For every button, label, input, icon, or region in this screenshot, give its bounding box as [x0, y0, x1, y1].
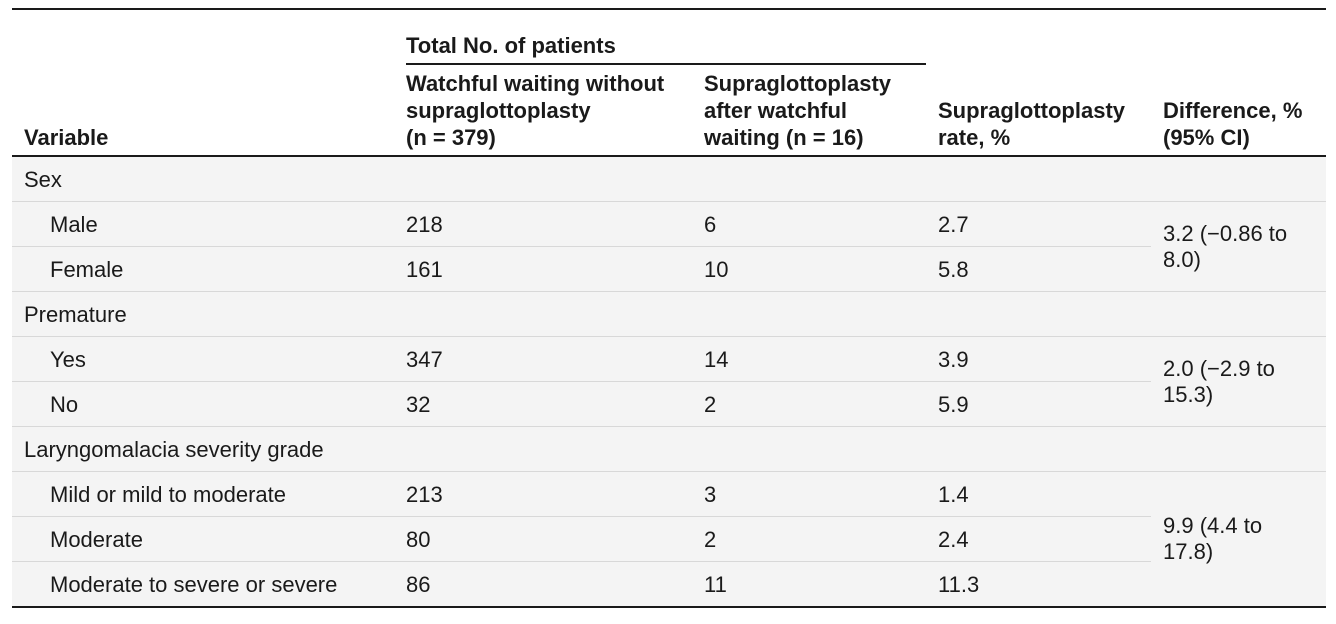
cell-supra-after: 6 [692, 201, 926, 247]
cell-rate: 11.3 [926, 561, 1151, 608]
difference-line-2: 8.0) [1163, 246, 1201, 272]
cell-watchful: 161 [394, 246, 692, 292]
row-label: Mild or mild to moderate [12, 471, 394, 517]
cell-supra-after: 11 [692, 561, 926, 608]
column-group-header: Total No. of patients [394, 8, 926, 70]
watchful-header-line-1: Watchful waiting without [406, 71, 665, 96]
difference-line-1: 3.2 (−0.86 to [1163, 220, 1288, 246]
cell-watchful: 213 [394, 471, 692, 517]
rate-header-line-1: Supraglottoplasty [938, 98, 1126, 123]
supra-after-header-line-1: Supraglottoplasty [704, 71, 892, 96]
row-label: Female [12, 246, 394, 292]
section-row-severity: Laryngomalacia severity grade [12, 426, 1326, 472]
cell-supra-after: 14 [692, 336, 926, 382]
cell-watchful: 86 [394, 561, 692, 608]
cell-watchful: 347 [394, 336, 692, 382]
difference-line-2: 17.8) [1163, 539, 1214, 564]
difference-header-line-2: (95% CI) [1163, 125, 1250, 150]
difference-header-line-1: Difference, % [1163, 98, 1303, 123]
rate-header-line-2: rate, % [938, 125, 1011, 150]
header-group-row: Variable Total No. of patients Supraglot… [12, 8, 1326, 157]
section-row-premature: Premature [12, 291, 1326, 337]
table-row: Male 218 6 2.7 3.2 (−0.86 to 8.0) [12, 201, 1326, 292]
watchful-header-line-2: supraglottoplasty [406, 98, 591, 123]
difference-line-1: 2.0 (−2.9 to [1163, 355, 1275, 381]
table-row: Female 161 10 5.8 [12, 246, 1326, 292]
header-subcolumn-row: Watchful waiting without supraglottoplast… [12, 70, 1326, 157]
cell-rate: 5.9 [926, 381, 1151, 427]
cell-supra-after: 2 [692, 381, 926, 427]
row-label: Moderate [12, 516, 394, 562]
column-header-watchful: Watchful waiting without supraglottoplast… [394, 70, 692, 157]
table-header: Variable Total No. of patients Supraglot… [12, 8, 1326, 157]
table-row: Mild or mild to moderate 213 3 1.4 9.9 (… [12, 471, 1326, 608]
data-table-wrapper: Variable Total No. of patients Supraglot… [12, 8, 1326, 608]
cell-difference: 9.9 (4.4 to 17.8) [1151, 471, 1326, 608]
difference-line-2: 15.3) [1163, 381, 1214, 407]
cell-rate: 2.7 [926, 201, 1151, 247]
cell-watchful: 32 [394, 381, 692, 427]
row-label: Moderate to severe or severe [12, 561, 394, 608]
section-label: Premature [12, 291, 1326, 337]
cell-watchful: 218 [394, 201, 692, 247]
column-header-supra-after: Supraglottoplasty after watchful waiting (… [692, 70, 926, 157]
supra-after-header-line-3: waiting (n = 16) [704, 125, 864, 150]
table-row: Moderate to severe or severe 86 11 11.3 [12, 561, 1326, 608]
table-row: Yes 347 14 3.9 2.0 (−2.9 to 15.3) [12, 336, 1326, 427]
row-label: Yes [12, 336, 394, 382]
section-row-sex: Sex [12, 156, 1326, 202]
cell-difference: 3.2 (−0.86 to 8.0) [1151, 201, 1326, 292]
cell-rate: 2.4 [926, 516, 1151, 562]
column-header-difference: Difference, % (95% CI) [1151, 8, 1326, 157]
cell-rate: 3.9 [926, 336, 1151, 382]
group-header-label: Total No. of patients [406, 32, 926, 65]
column-header-variable: Variable [12, 8, 394, 157]
table-row: Moderate 80 2 2.4 [12, 516, 1326, 562]
difference-line-1: 9.9 (4.4 to [1163, 513, 1263, 538]
row-label: No [12, 381, 394, 427]
section-label: Sex [12, 156, 1326, 202]
section-label: Laryngomalacia severity grade [12, 426, 1326, 472]
cell-supra-after: 2 [692, 516, 926, 562]
cell-rate: 1.4 [926, 471, 1151, 517]
row-label: Male [12, 201, 394, 247]
cell-supra-after: 3 [692, 471, 926, 517]
cell-rate: 5.8 [926, 246, 1151, 292]
cell-difference: 2.0 (−2.9 to 15.3) [1151, 336, 1326, 427]
supra-after-header-line-2: after watchful [704, 98, 848, 123]
patients-table: Variable Total No. of patients Supraglot… [12, 8, 1326, 608]
table-body: Sex Male 218 6 2.7 3.2 (−0.86 to 8.0) Fem… [12, 156, 1326, 608]
column-header-rate: Supraglottoplasty rate, % [926, 8, 1151, 157]
table-row: No 32 2 5.9 [12, 381, 1326, 427]
watchful-header-line-3: (n = 379) [406, 125, 496, 150]
cell-watchful: 80 [394, 516, 692, 562]
cell-supra-after: 10 [692, 246, 926, 292]
